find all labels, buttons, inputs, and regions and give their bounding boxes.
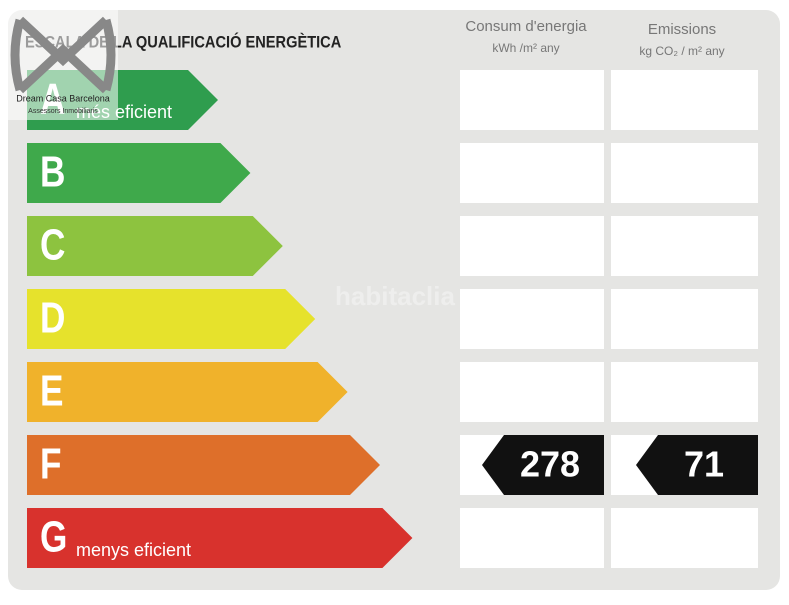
value-cell	[460, 508, 604, 568]
value-cell	[460, 143, 604, 203]
logo-tagline: Assessors Inmobiliaris	[28, 108, 98, 115]
class-letter: F	[40, 440, 62, 489]
class-arrow	[27, 435, 380, 495]
column-title: Emissions	[648, 21, 716, 38]
value-cell	[611, 143, 758, 203]
logo-mark	[10, 16, 116, 94]
value-label: 278	[520, 444, 580, 485]
logo-name: Dream Casa Barcelona	[16, 93, 110, 103]
class-label: menys eficient	[76, 540, 191, 560]
class-letter: B	[40, 148, 65, 197]
value-cell	[611, 362, 758, 422]
column-title: Consum d'energia	[465, 18, 587, 35]
value-arrow	[636, 435, 758, 495]
class-letter: E	[40, 367, 63, 416]
class-arrow	[27, 216, 283, 276]
value-cell	[611, 216, 758, 276]
value-cell	[460, 216, 604, 276]
class-arrow	[27, 508, 413, 568]
class-arrow	[27, 143, 251, 203]
value-label: 71	[684, 444, 724, 485]
class-arrow	[27, 362, 348, 422]
value-arrow	[482, 435, 604, 495]
value-cell	[611, 70, 758, 130]
column-unit: kg CO₂ / m² any	[639, 44, 724, 58]
logo: Dream Casa Barcelona Assessors Inmobilia…	[8, 8, 118, 120]
value-cell	[611, 289, 758, 349]
watermark: habitaclia	[335, 281, 455, 311]
class-arrow	[27, 289, 316, 349]
value-cell	[460, 70, 604, 130]
value-cell	[460, 362, 604, 422]
class-letter: G	[40, 513, 67, 562]
class-letter: C	[40, 221, 65, 270]
value-cell	[611, 508, 758, 568]
class-letter: D	[40, 294, 65, 343]
column-unit: kWh /m² any	[492, 41, 559, 55]
value-cell	[460, 289, 604, 349]
